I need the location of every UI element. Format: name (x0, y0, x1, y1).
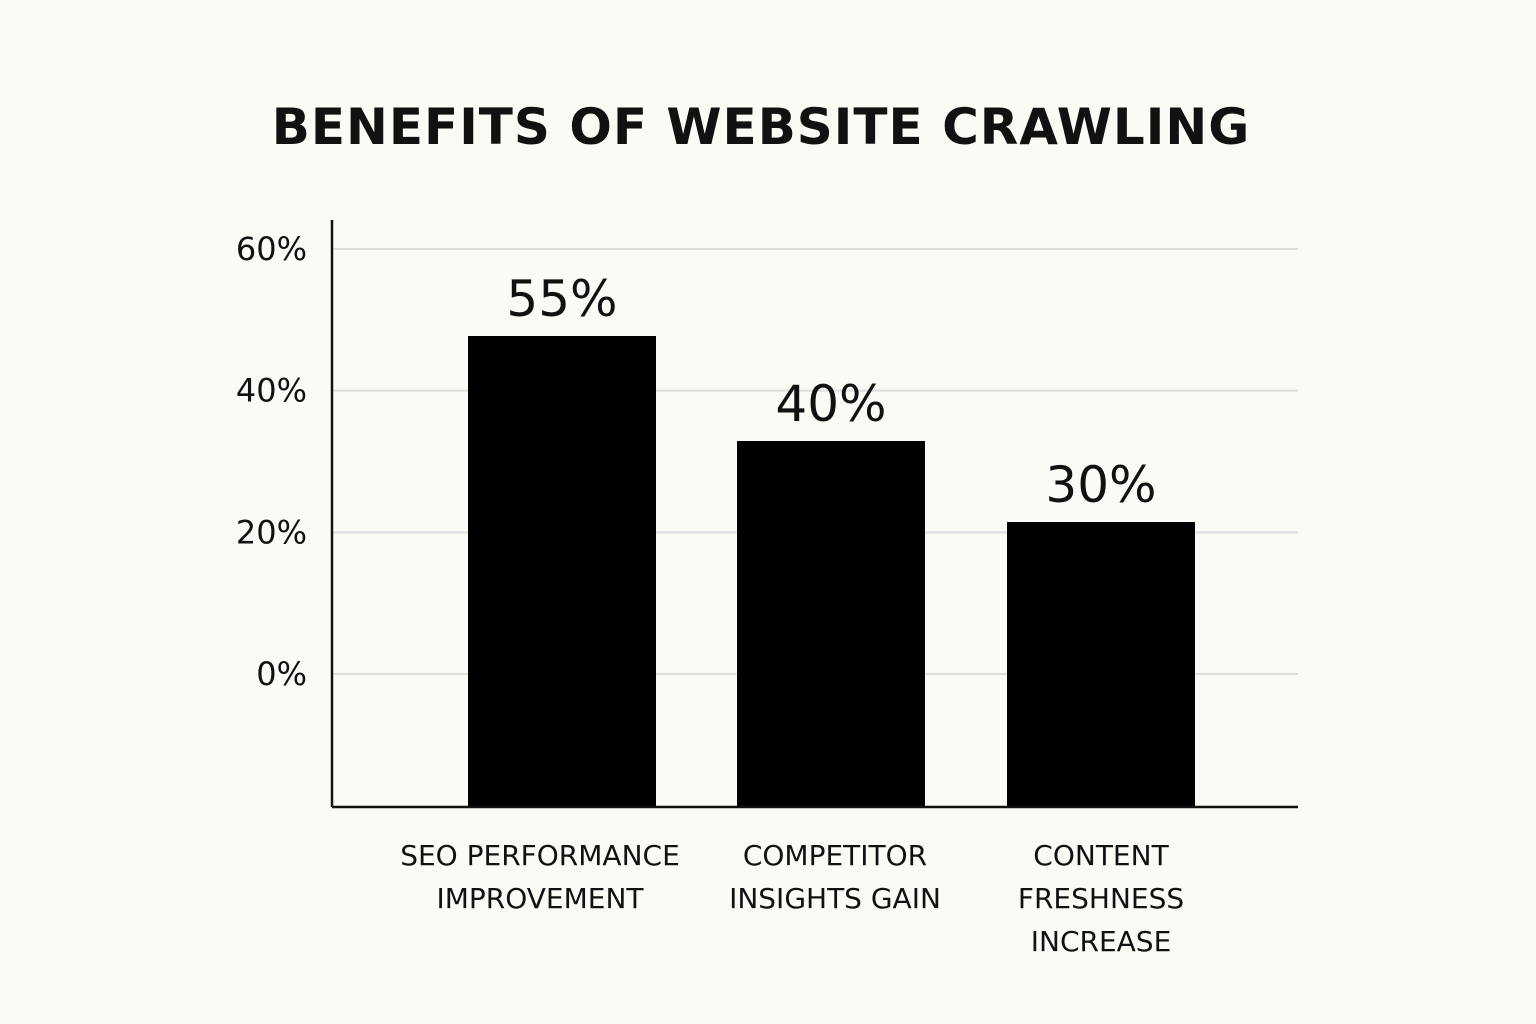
y-tick-label: 20% (236, 513, 307, 551)
x-tick-label: SEO PERFORMANCE (400, 839, 680, 872)
x-tick-label: FRESHNESS (1018, 882, 1184, 915)
x-tick-label: INCREASE (1031, 925, 1172, 958)
bar (737, 441, 925, 807)
y-tick-label: 40% (236, 372, 307, 410)
chart-title: BENEFITS OF WEBSITE CRAWLING (271, 98, 1251, 156)
x-tick-label: CONTENT (1033, 839, 1169, 872)
x-tick-label: IMPROVEMENT (436, 882, 644, 915)
bar-value-label: 40% (775, 375, 886, 433)
bar-value-label: 55% (506, 270, 617, 328)
y-tick-label: 0% (256, 655, 307, 693)
x-tick-label: COMPETITOR (743, 839, 927, 872)
bar (468, 336, 656, 807)
bar (1007, 522, 1195, 807)
bar-value-label: 30% (1045, 456, 1156, 514)
y-tick-label: 60% (236, 230, 307, 268)
x-tick-label: INSIGHTS GAIN (729, 882, 941, 915)
